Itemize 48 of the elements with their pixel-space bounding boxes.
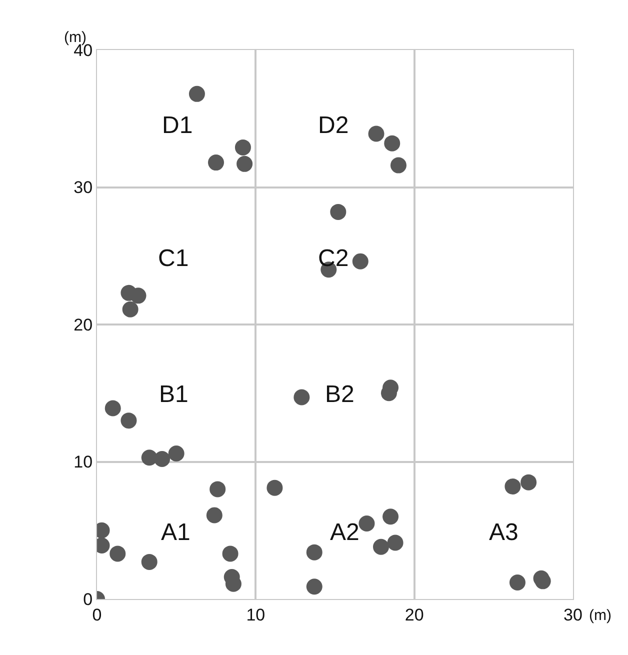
point (210, 481, 226, 498)
annotation: D2 (318, 112, 349, 139)
point (504, 478, 521, 494)
annotation: A3 (489, 519, 518, 546)
point (382, 508, 399, 525)
point (509, 574, 526, 591)
annotation: D1 (162, 112, 193, 139)
point (358, 516, 375, 532)
point (141, 554, 158, 570)
point (206, 507, 222, 524)
point (352, 253, 368, 270)
annotation: A1 (161, 519, 190, 546)
x-tick-label: 30 (564, 605, 582, 624)
annotation: A2 (330, 519, 360, 546)
point (368, 126, 384, 142)
point (104, 400, 121, 416)
annotation: C2 (318, 245, 349, 272)
x-tick-label: 20 (404, 605, 424, 624)
annotation: B1 (159, 381, 188, 408)
point (120, 412, 137, 429)
point (390, 157, 406, 174)
y-tick-label: 10 (74, 452, 93, 472)
point (122, 301, 138, 318)
point (294, 389, 310, 406)
y-tick-label: 0 (83, 590, 93, 609)
point (168, 446, 184, 462)
annotation: B2 (325, 381, 354, 408)
x-axis-title: (m) (589, 607, 612, 624)
y-tick-label: 30 (74, 178, 93, 198)
point (130, 288, 146, 304)
point (208, 154, 224, 171)
point (222, 546, 238, 562)
point (110, 546, 126, 562)
point (234, 139, 251, 156)
annotation: C1 (158, 245, 189, 272)
point (306, 544, 322, 560)
point (373, 538, 390, 555)
point (384, 135, 400, 152)
point (154, 451, 170, 468)
point (188, 86, 205, 102)
y-tick-label: 20 (74, 315, 93, 334)
point (520, 474, 537, 490)
point (306, 578, 322, 595)
point (236, 156, 253, 172)
point (330, 204, 346, 220)
point (387, 534, 404, 551)
x-tick-label: 10 (246, 605, 266, 624)
point (266, 480, 283, 496)
